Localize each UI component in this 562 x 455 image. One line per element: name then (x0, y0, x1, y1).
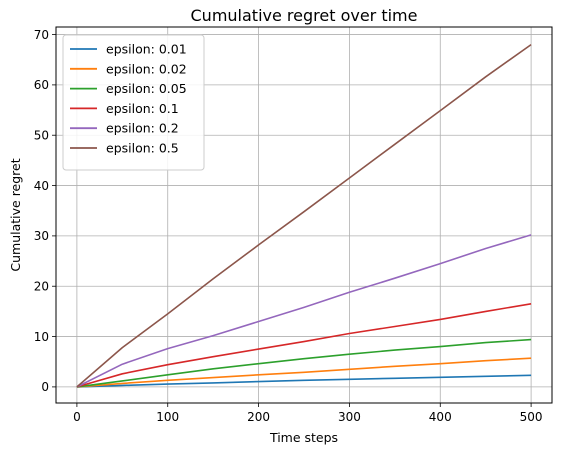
legend-label: epsilon: 0.01 (106, 42, 187, 57)
y-tick-label: 0 (41, 380, 49, 394)
legend: epsilon: 0.01 epsilon: 0.02 epsilon: 0.05 e… (62, 34, 205, 171)
y-tick-label: 50 (34, 129, 49, 143)
plot-area-frame (55, 26, 553, 404)
series-line (76, 43, 532, 388)
legend-label: epsilon: 0.5 (106, 141, 179, 156)
series-lines (76, 43, 532, 388)
chart-title: Cumulative regret over time (191, 6, 418, 25)
x-tick-label: 500 (520, 410, 543, 424)
x-tick-label: 0 (73, 410, 81, 424)
y-tick-label: 40 (34, 179, 49, 193)
y-tick-label: 30 (34, 229, 49, 243)
x-axis-label: Time steps (269, 430, 338, 445)
y-tick-label: 60 (34, 78, 49, 92)
x-tick-label: 100 (156, 410, 179, 424)
series-line (76, 234, 532, 388)
axis-ticks: 0 100 200 300 400 500 0 10 20 30 40 50 60 70 (34, 28, 543, 424)
series-line (76, 303, 532, 388)
series-line (76, 357, 532, 388)
series-line (76, 374, 532, 388)
series-line (76, 338, 532, 388)
x-tick-label: 400 (429, 410, 452, 424)
x-tick-label: 200 (247, 410, 270, 424)
legend-label: epsilon: 0.02 (106, 61, 187, 76)
y-axis-label: Cumulative regret (8, 158, 23, 271)
legend-box (62, 34, 205, 171)
y-tick-label: 20 (34, 280, 49, 294)
x-tick-label: 300 (338, 410, 361, 424)
legend-label: epsilon: 0.05 (106, 81, 187, 96)
legend-label: epsilon: 0.2 (106, 121, 179, 136)
legend-label: epsilon: 0.1 (106, 101, 179, 116)
y-tick-label: 70 (34, 28, 49, 42)
y-tick-label: 10 (34, 330, 49, 344)
